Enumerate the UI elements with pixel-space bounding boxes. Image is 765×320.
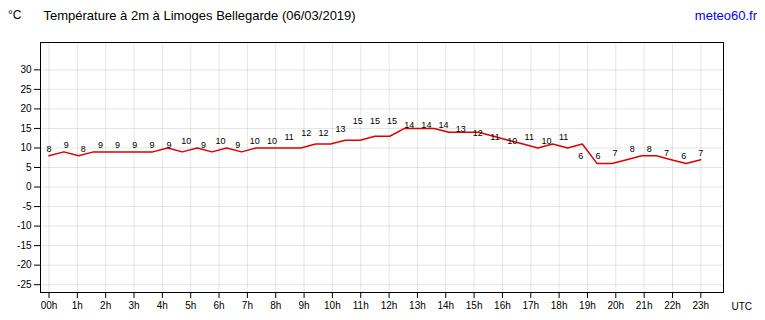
svg-text:13h: 13h [409,300,426,311]
svg-text:19h: 19h [579,300,596,311]
svg-text:-20: -20 [17,259,32,270]
svg-text:10h: 10h [324,300,341,311]
svg-text:15h: 15h [466,300,483,311]
svg-text:6: 6 [595,151,600,161]
svg-text:16h: 16h [494,300,511,311]
svg-text:20h: 20h [607,300,624,311]
svg-text:9: 9 [98,140,103,150]
svg-text:23h: 23h [692,300,709,311]
svg-text:6: 6 [578,151,583,161]
svg-text:-25: -25 [17,279,32,290]
svg-text:-10: -10 [17,220,32,231]
svg-text:10: 10 [250,136,260,146]
svg-text:20: 20 [20,103,32,114]
svg-text:8: 8 [647,144,652,154]
svg-text:6h: 6h [213,300,224,311]
svg-text:21h: 21h [636,300,653,311]
svg-text:11: 11 [559,132,568,142]
svg-text:14: 14 [421,120,431,130]
svg-text:15: 15 [353,116,363,126]
svg-text:14: 14 [404,120,414,130]
svg-text:5h: 5h [185,300,196,311]
svg-text:8: 8 [46,144,51,154]
svg-text:10: 10 [507,136,517,146]
svg-text:10: 10 [216,136,226,146]
svg-text:13: 13 [336,124,346,134]
svg-text:11: 11 [284,132,293,142]
svg-text:15: 15 [370,116,380,126]
svg-text:10: 10 [267,136,277,146]
svg-text:00h: 00h [41,300,58,311]
svg-text:10: 10 [181,136,191,146]
svg-text:30: 30 [20,64,32,75]
svg-text:14: 14 [439,120,449,130]
svg-text:5: 5 [26,162,32,173]
svg-text:15: 15 [387,116,397,126]
svg-text:2h: 2h [100,300,111,311]
svg-text:9: 9 [64,140,69,150]
svg-text:1h: 1h [72,300,83,311]
svg-text:-5: -5 [23,201,32,212]
svg-text:22h: 22h [664,300,681,311]
svg-text:12: 12 [301,128,311,138]
svg-text:13: 13 [456,124,466,134]
svg-text:6: 6 [681,151,686,161]
svg-text:15: 15 [20,123,32,134]
html-text:meteo60.fr: meteo60.fr [694,7,757,23]
svg-text:9h: 9h [299,300,310,311]
svg-text:12: 12 [318,128,328,138]
svg-text:9: 9 [201,140,206,150]
svg-text:7: 7 [664,148,669,158]
svg-text:11h: 11h [353,300,369,311]
svg-text:-15: -15 [17,240,32,251]
html-text:°C: °C [8,8,22,22]
svg-text:9: 9 [132,140,137,150]
svg-text:9: 9 [115,140,120,150]
svg-text:11: 11 [490,132,499,142]
svg-text:18h: 18h [551,300,568,311]
svg-text:0: 0 [26,181,32,192]
svg-text:UTC: UTC [732,301,753,312]
svg-text:9: 9 [167,140,172,150]
svg-text:7h: 7h [242,300,253,311]
svg-text:12: 12 [473,128,483,138]
svg-text:7: 7 [613,148,618,158]
svg-text:9: 9 [149,140,154,150]
svg-text:3h: 3h [128,300,139,311]
svg-text:14h: 14h [437,300,454,311]
svg-text:25: 25 [20,84,32,95]
svg-text:8h: 8h [270,300,281,311]
svg-text:10: 10 [20,142,32,153]
svg-text:8: 8 [630,144,635,154]
svg-text:7: 7 [698,148,703,158]
svg-text:12h: 12h [381,300,398,311]
svg-text:17h: 17h [522,300,539,311]
html-text:Température à 2m à Limoges Bel: Température à 2m à Limoges Bellegarde (0… [43,7,356,23]
svg-text:9: 9 [235,140,240,150]
svg-text:4h: 4h [157,300,168,311]
svg-text:10: 10 [541,136,551,146]
svg-text:11: 11 [525,132,534,142]
svg-text:8: 8 [81,144,86,154]
